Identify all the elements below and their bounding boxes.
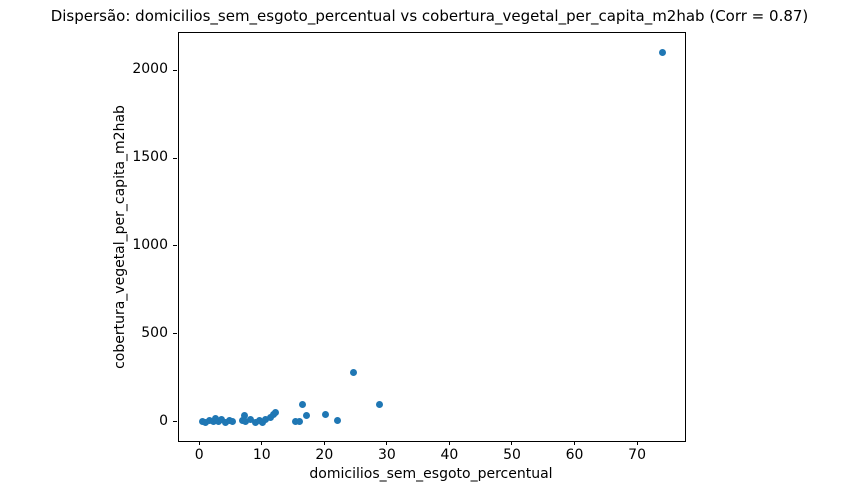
x-tick-label: 0	[194, 447, 204, 463]
x-tick-mark	[261, 441, 263, 445]
data-point	[333, 416, 341, 424]
x-tick-label: 70	[628, 447, 646, 463]
x-tick-label: 30	[377, 447, 396, 463]
data-point	[376, 401, 384, 409]
y-tick-mark	[173, 157, 177, 159]
y-tick-label: 500	[141, 324, 168, 341]
data-point	[255, 416, 263, 424]
data-point	[658, 48, 666, 56]
data-point	[303, 411, 311, 419]
x-tick-mark	[511, 441, 513, 445]
x-tick-label: 50	[503, 447, 521, 463]
data-point	[322, 410, 330, 418]
x-tick-mark	[198, 441, 200, 445]
x-tick-mark	[636, 441, 638, 445]
y-tick-label: 1500	[132, 149, 168, 166]
chart-title: Dispersão: domicilios_sem_esgoto_percent…	[50, 7, 809, 25]
data-point	[205, 416, 213, 424]
plot-area	[178, 32, 686, 442]
y-tick-label: 1000	[132, 236, 168, 253]
data-point	[350, 369, 357, 376]
data-point	[298, 401, 306, 409]
y-tick-label: 2000	[132, 61, 168, 78]
x-tick-label: 10	[252, 447, 271, 463]
x-axis-label: domicilios_sem_esgoto_percentual	[309, 466, 553, 482]
y-tick-mark	[173, 245, 177, 247]
x-tick-mark	[574, 441, 576, 445]
data-point	[242, 417, 250, 425]
data-point	[266, 413, 274, 421]
x-tick-label: 40	[440, 447, 459, 463]
data-point	[229, 418, 237, 425]
x-tick-mark	[448, 441, 450, 445]
data-point	[296, 418, 304, 426]
y-tick-mark	[173, 69, 177, 71]
x-tick-label: 20	[315, 447, 334, 463]
data-point	[291, 417, 299, 425]
y-tick-label: 0	[159, 412, 168, 429]
x-tick-mark	[323, 441, 325, 445]
y-tick-mark	[173, 421, 177, 423]
y-axis-label: cobertura_vegetal_per_capita_m2hab	[112, 105, 128, 369]
data-point	[222, 418, 230, 426]
data-point	[262, 416, 270, 424]
data-point	[247, 415, 255, 423]
data-point	[218, 416, 226, 424]
data-point	[240, 412, 248, 420]
x-tick-mark	[386, 441, 388, 445]
y-tick-mark	[173, 333, 177, 335]
x-tick-label: 60	[565, 447, 584, 463]
data-point	[272, 409, 280, 417]
data-point	[251, 418, 259, 426]
